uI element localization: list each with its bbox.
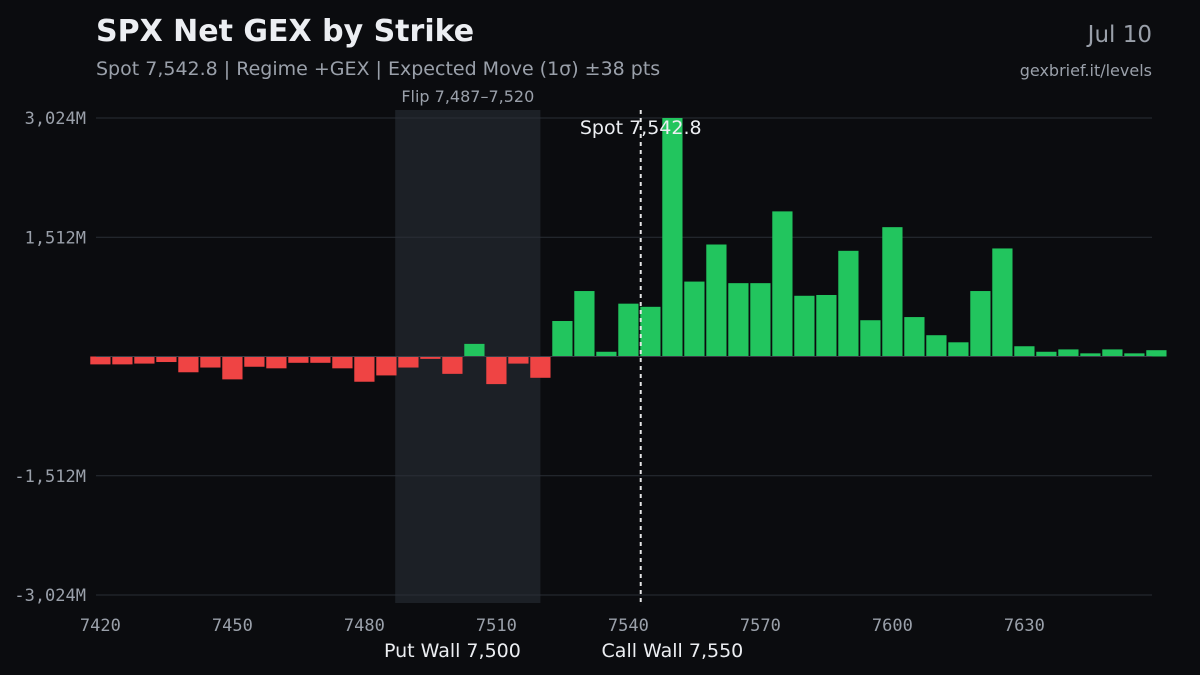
bar — [640, 306, 661, 357]
bar — [112, 356, 133, 365]
bar — [552, 321, 573, 357]
bar — [772, 211, 793, 357]
bar — [992, 248, 1013, 357]
bar — [838, 250, 859, 357]
bar — [904, 317, 925, 357]
bar — [882, 227, 903, 357]
bar — [178, 356, 199, 373]
bar — [530, 356, 551, 378]
x-tick-label: 7600 — [872, 616, 913, 636]
bar — [398, 356, 419, 368]
x-tick-label: 7570 — [740, 616, 781, 636]
bar — [750, 283, 771, 357]
bar — [662, 118, 683, 357]
put-wall-label: Put Wall 7,500 — [384, 640, 521, 662]
y-tick-label: 1,512M — [25, 228, 86, 248]
bar — [134, 356, 155, 364]
bar — [684, 281, 705, 357]
bar — [948, 342, 969, 357]
y-tick-label: -1,512M — [14, 467, 86, 487]
bar — [200, 356, 221, 368]
bar — [574, 291, 595, 357]
bar — [970, 291, 991, 357]
bar — [332, 356, 353, 369]
call-wall-label: Call Wall 7,550 — [602, 640, 744, 662]
page-title: SPX Net GEX by Strike — [96, 14, 475, 49]
source-label: gexbrief.it/levels — [1019, 61, 1152, 80]
page-subtitle: Spot 7,542.8 | Regime +GEX | Expected Mo… — [96, 58, 661, 80]
bar — [508, 356, 529, 364]
x-tick-label: 7510 — [476, 616, 517, 636]
bar — [90, 356, 111, 365]
bar — [1102, 349, 1123, 357]
bar — [706, 244, 727, 357]
bar — [222, 356, 243, 380]
y-tick-label: -3,024M — [14, 586, 86, 606]
bar — [442, 356, 463, 374]
bar — [1058, 349, 1079, 357]
x-tick-label: 7450 — [212, 616, 253, 636]
x-tick-label: 7420 — [80, 616, 121, 636]
x-tick-label: 7480 — [344, 616, 385, 636]
bar — [1146, 350, 1167, 357]
bar — [288, 356, 309, 363]
bar — [860, 320, 881, 357]
bar — [266, 356, 287, 369]
y-tick-label: 3,024M — [25, 109, 86, 129]
bar — [486, 356, 507, 385]
bar — [1014, 346, 1035, 357]
spot-label: Spot 7,542.8 — [580, 117, 702, 139]
bar — [354, 356, 375, 382]
bar — [926, 335, 947, 357]
bar — [464, 343, 485, 357]
x-tick-label: 7540 — [608, 616, 649, 636]
bar — [816, 294, 837, 357]
bar — [596, 351, 617, 357]
bar — [420, 356, 441, 359]
flip-zone-label: Flip 7,487–7,520 — [401, 87, 534, 106]
bar — [1080, 353, 1101, 357]
bar — [728, 283, 749, 357]
bar — [618, 303, 639, 357]
bar — [1124, 353, 1145, 357]
bar — [794, 295, 815, 357]
bar — [310, 356, 331, 363]
bar — [156, 356, 177, 363]
bar — [1036, 351, 1057, 357]
x-tick-label: 7630 — [1004, 616, 1045, 636]
date-label: Jul 10 — [1087, 22, 1152, 48]
bar — [376, 356, 397, 376]
bar — [244, 356, 265, 367]
